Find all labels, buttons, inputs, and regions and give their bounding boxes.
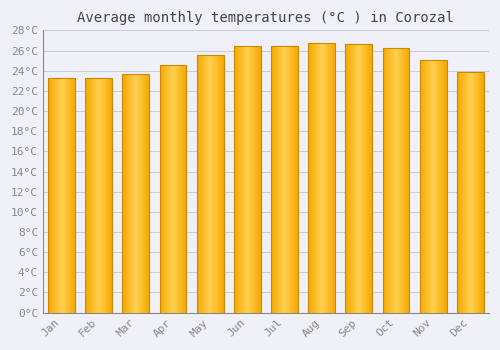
Bar [457, 72, 483, 313]
Bar [160, 65, 186, 313]
Bar [48, 78, 75, 313]
Bar [346, 43, 372, 313]
Bar [420, 60, 446, 313]
Bar [271, 46, 298, 313]
Bar [382, 48, 409, 313]
Bar [197, 55, 224, 313]
Bar [234, 46, 260, 313]
Bar [86, 78, 112, 313]
Title: Average monthly temperatures (°C ) in Corozal: Average monthly temperatures (°C ) in Co… [78, 11, 454, 25]
Bar [308, 43, 335, 313]
Bar [122, 74, 149, 313]
